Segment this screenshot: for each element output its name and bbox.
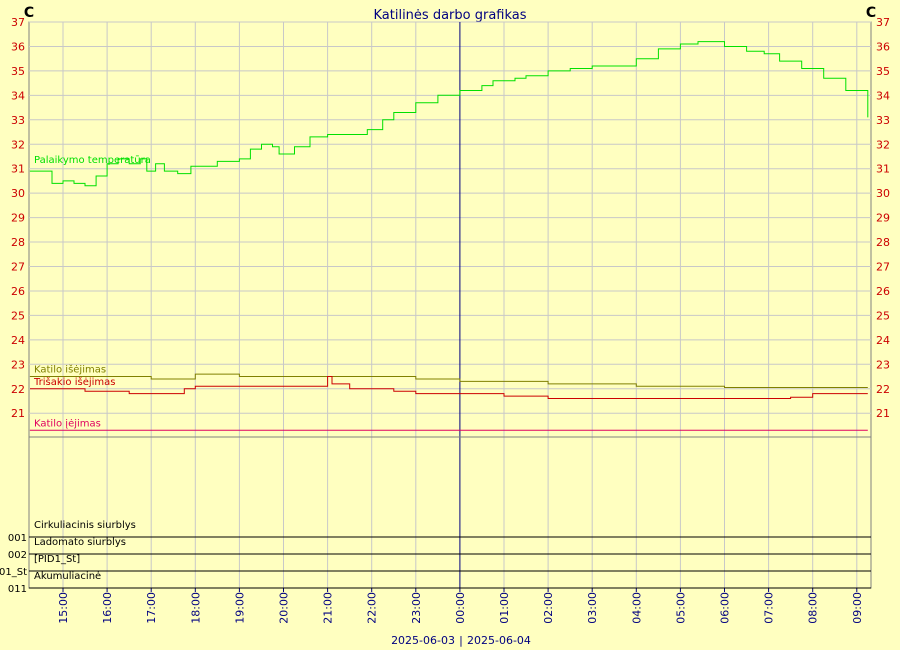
x-tick-label: 08:00 — [807, 592, 820, 624]
y-tick-right: 37 — [876, 16, 890, 29]
y-tick-left: 34 — [11, 89, 25, 102]
panel-label: Cirkuliacinis siurblys — [34, 520, 136, 531]
panel-label: Ladomato siurblys — [34, 537, 126, 548]
y-tick-left: 29 — [11, 212, 25, 225]
y-tick-right: 27 — [876, 261, 890, 274]
panel-label: Akumuliacinė — [34, 571, 101, 582]
panel-code: 001 — [8, 533, 27, 544]
y-tick-left: 30 — [11, 187, 25, 200]
y-tick-right: 34 — [876, 89, 890, 102]
panel-code: 011 — [8, 584, 27, 595]
x-tick-label: 18:00 — [189, 592, 202, 624]
series-labels: Palaikymo temperatūra Katilo išėjimasTriš… — [33, 155, 151, 429]
y-tick-left: 24 — [11, 334, 25, 347]
x-tick-label: 03:00 — [586, 592, 599, 624]
y-tick-left: 26 — [11, 285, 25, 298]
y-tick-right: 35 — [876, 65, 890, 78]
y-tick-left: 25 — [11, 309, 25, 322]
grid-lines — [28, 21, 872, 592]
series-lines — [29, 41, 869, 431]
y-tick-right: 25 — [876, 309, 890, 322]
y-tick-right: 31 — [876, 163, 890, 176]
y-tick-left: 31 — [11, 163, 25, 176]
x-tick-label: 23:00 — [410, 592, 423, 624]
x-tick-label: 06:00 — [719, 592, 732, 624]
y-tick-left: 27 — [11, 261, 25, 274]
x-tick-label: 00:00 — [454, 592, 467, 624]
y-unit-left: C — [24, 5, 34, 21]
panel-label: [PID1_St] — [34, 554, 80, 565]
y-tick-right: 28 — [876, 236, 890, 249]
x-tick-label: 22:00 — [366, 592, 379, 624]
panel-code: 002 — [8, 550, 27, 561]
x-tick-label: 05:00 — [674, 592, 687, 624]
y-tick-left: 32 — [11, 138, 25, 151]
x-tick-label: 07:00 — [763, 592, 776, 624]
date-left: 2025-06-03 — [391, 634, 455, 647]
y-tick-left: 35 — [11, 65, 25, 78]
x-tick-label: 19:00 — [233, 592, 246, 624]
x-tick-label: 20:00 — [278, 592, 291, 624]
x-tick-label: 17:00 — [145, 592, 158, 624]
x-tick-label: 16:00 — [101, 592, 114, 624]
y-tick-right: 32 — [876, 138, 890, 151]
y-tick-left: 22 — [11, 383, 25, 396]
y-tick-right: 26 — [876, 285, 890, 298]
y-tick-right: 33 — [876, 114, 890, 127]
y-tick-right: 21 — [876, 407, 890, 420]
y-tick-left: 28 — [11, 236, 25, 249]
y-tick-left: 33 — [11, 114, 25, 127]
series-line — [29, 376, 868, 399]
date-separator: | — [459, 634, 463, 647]
chart-title: Katilinės darbo grafikas — [373, 8, 526, 23]
y-unit-right: C — [866, 5, 876, 21]
y-tick-right: 22 — [876, 383, 890, 396]
series-label: Trišakio išėjimas — [33, 376, 116, 388]
plot-frame — [28, 21, 872, 589]
y-tick-right: 30 — [876, 187, 890, 200]
date-right: 2025-06-04 — [467, 634, 531, 647]
panel-code: 01_St — [0, 567, 27, 578]
series-line — [29, 373, 868, 388]
x-tick-label: 04:00 — [630, 592, 643, 624]
x-tick-label: 09:00 — [851, 592, 864, 624]
y-tick-right: 36 — [876, 40, 890, 53]
series-label: Katilo įėjimas — [34, 418, 101, 429]
y-tick-left: 21 — [11, 407, 25, 420]
series-line — [29, 41, 869, 187]
y-tick-left: 23 — [11, 358, 25, 371]
x-tick-labels: 15:00 16:00 17:00 18:00 19:00 20:00 21:00 22:00… — [57, 592, 864, 624]
y-tick-right: 23 — [876, 358, 890, 371]
y-tick-right: 24 — [876, 334, 890, 347]
x-tick-label: 15:00 — [57, 592, 70, 624]
series-label: Katilo išėjimas — [34, 364, 106, 376]
x-tick-label: 01:00 — [498, 592, 511, 624]
series-label: Palaikymo temperatūra — [34, 155, 151, 166]
x-tick-label: 21:00 — [322, 592, 335, 624]
y-tick-left: 37 — [11, 16, 25, 29]
y-tick-labels: 21 21 22 22 23 23 24 24 25 25 26 26 27 27 28 28 29 29 30 30… — [11, 16, 890, 420]
y-tick-left: 36 — [11, 40, 25, 53]
x-tick-label: 02:00 — [542, 592, 555, 624]
y-tick-right: 29 — [876, 212, 890, 225]
status-panels: Cirkuliacinis siurblys 001 Ladomato siurbl… — [0, 520, 871, 595]
